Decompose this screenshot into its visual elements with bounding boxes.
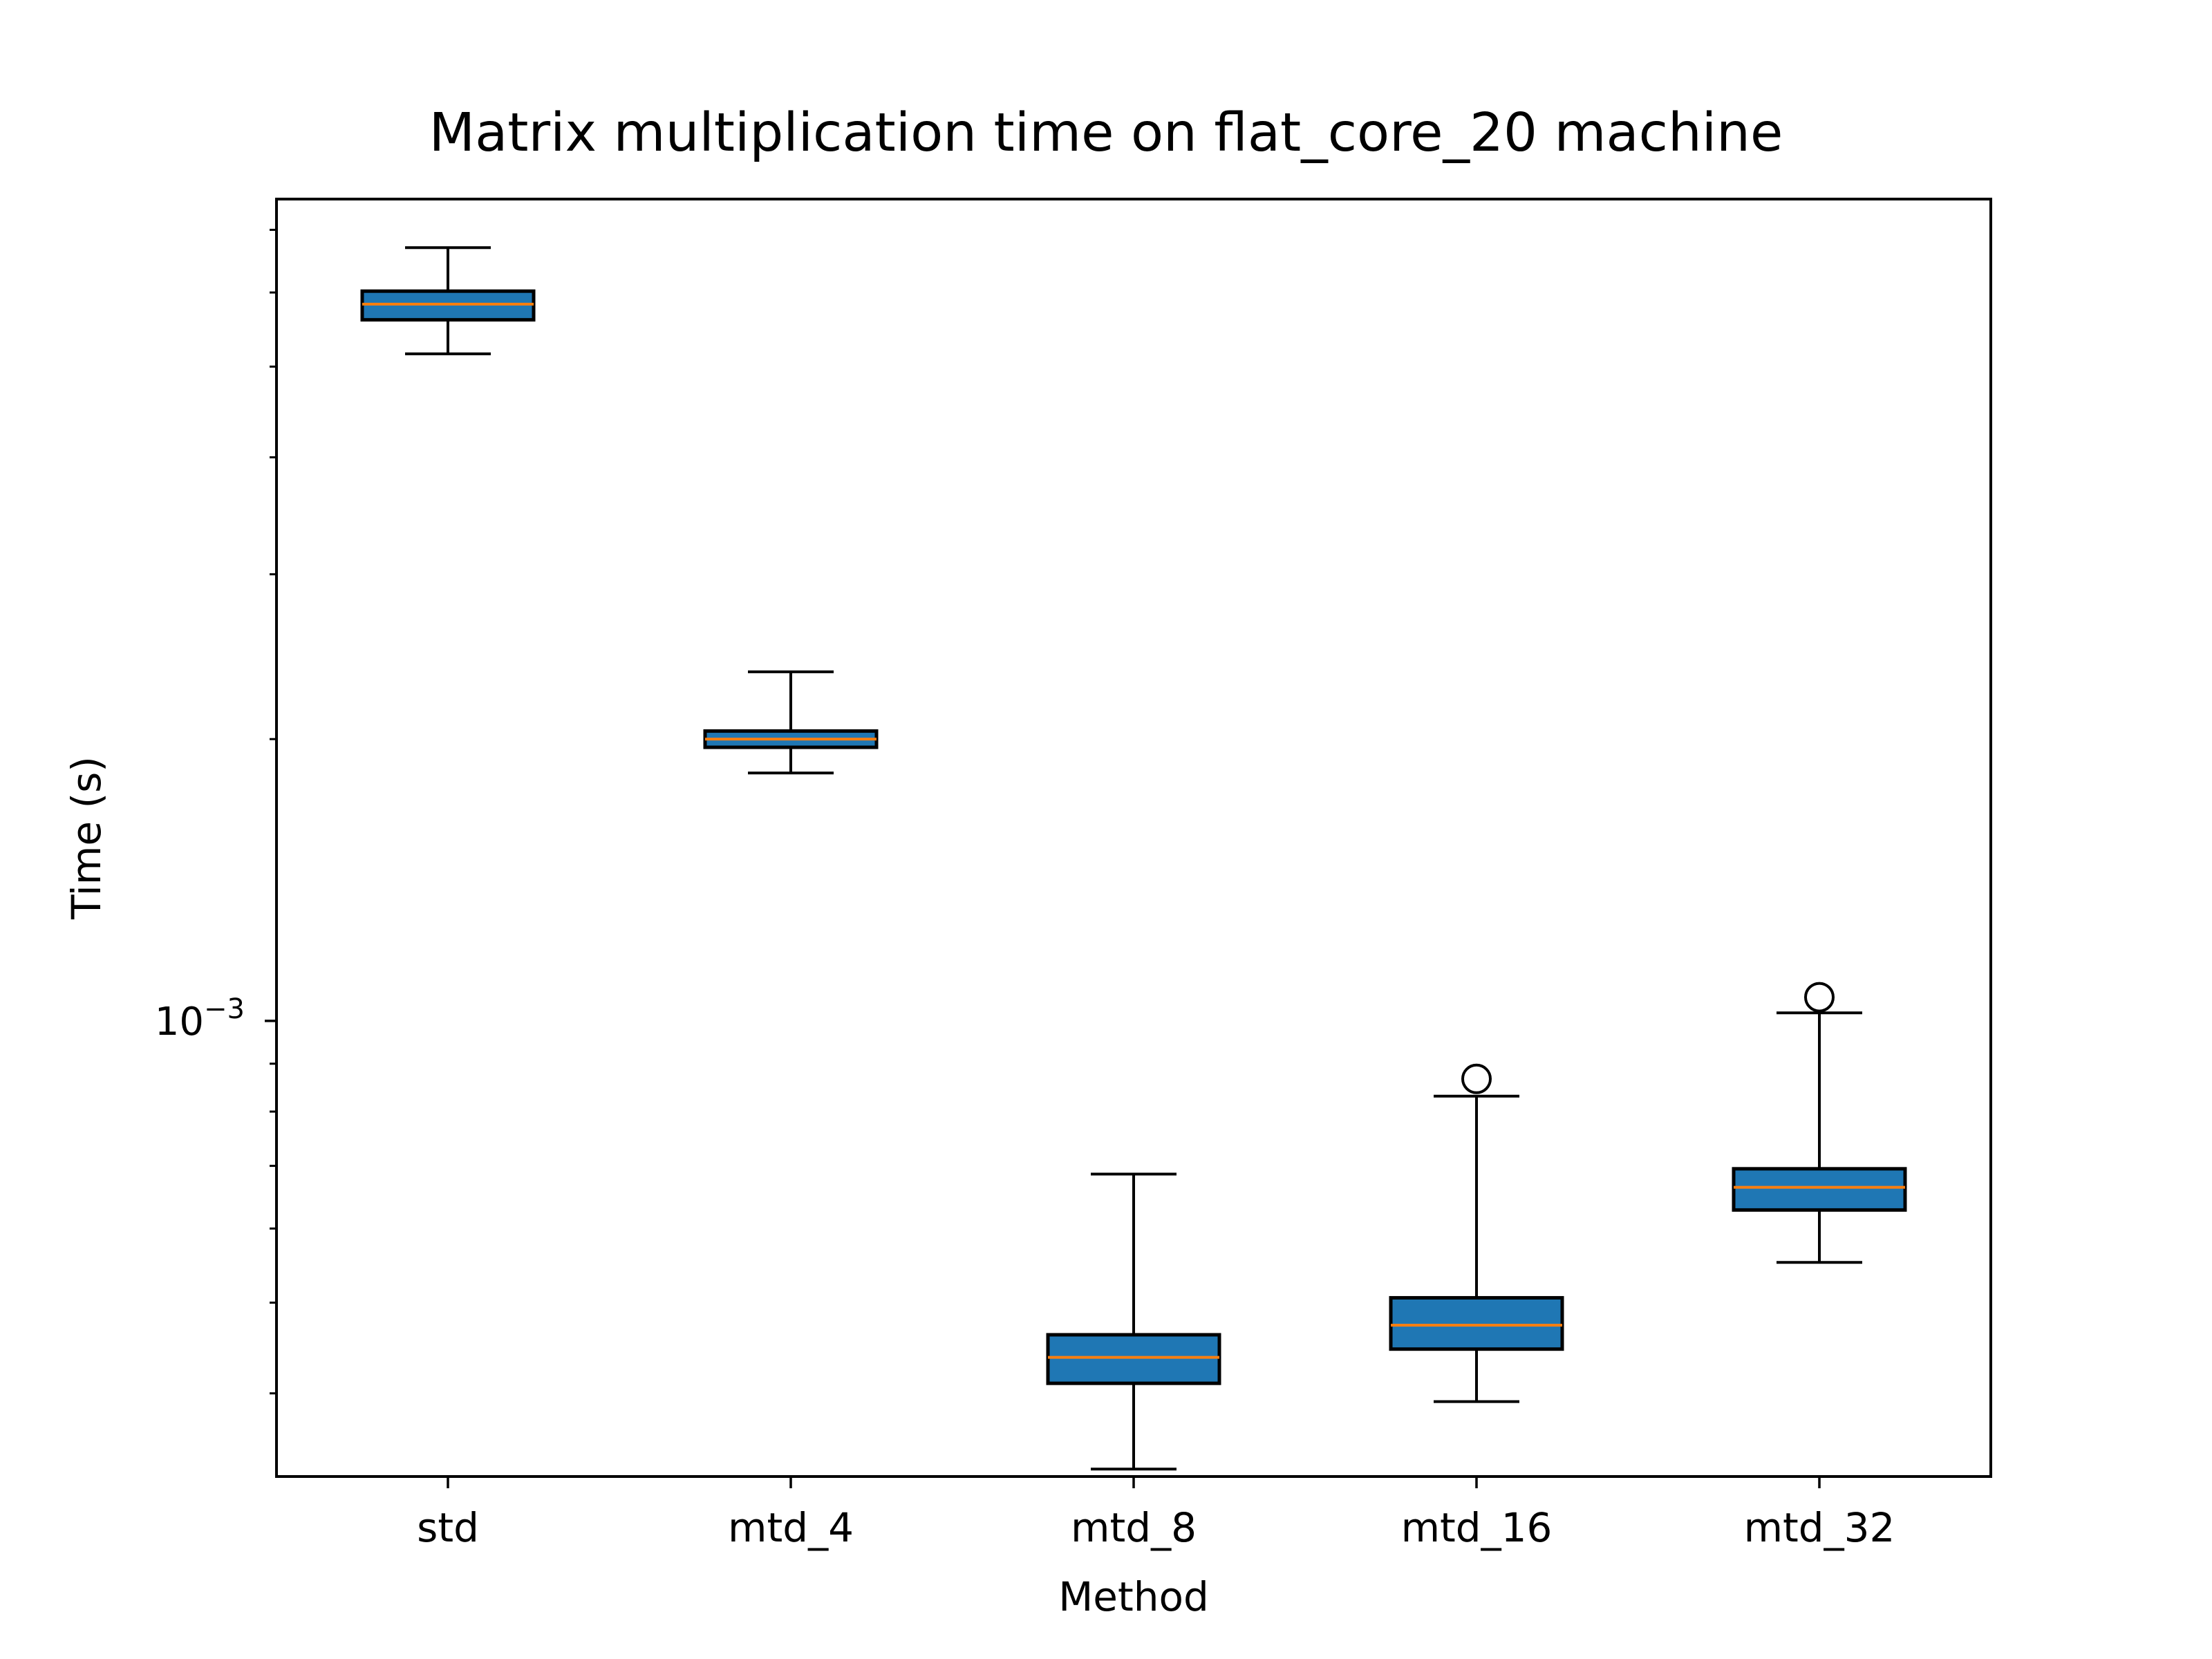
x-tick-label: mtd_4	[728, 1504, 854, 1551]
y-tick-base: 10	[155, 1000, 204, 1044]
y-tick-exponent: −3	[204, 993, 245, 1025]
x-axis-ticks: std mtd_4 mtd_8 mtd_16 mtd_32	[417, 1477, 1895, 1551]
plot-marks	[360, 246, 1907, 1471]
y-axis-label: Time (s)	[63, 756, 110, 920]
x-tick-label: mtd_32	[1744, 1504, 1895, 1551]
iqr-box	[1389, 1295, 1564, 1351]
x-tick-label: mtd_16	[1401, 1504, 1553, 1551]
chart-title: Matrix multiplication time on flat_core_…	[429, 102, 1783, 164]
y-axis-ticks	[265, 228, 276, 1395]
box-group-mtd_32	[1732, 982, 1907, 1264]
outlier-point	[1461, 1063, 1492, 1094]
box-group-mtd_8	[1046, 1172, 1221, 1471]
outlier-point	[1804, 982, 1835, 1013]
iqr-box	[1732, 1167, 1907, 1212]
box-group-std	[360, 246, 536, 355]
x-tick-label: mtd_8	[1071, 1504, 1197, 1551]
box-group-mtd_16	[1389, 1063, 1564, 1403]
box-group-mtd_4	[703, 670, 879, 775]
x-tick-label: std	[417, 1504, 479, 1551]
y-tick-label-major: 10−3	[155, 993, 245, 1044]
x-axis-label: Method	[1058, 1573, 1209, 1620]
iqr-box	[1046, 1333, 1221, 1385]
